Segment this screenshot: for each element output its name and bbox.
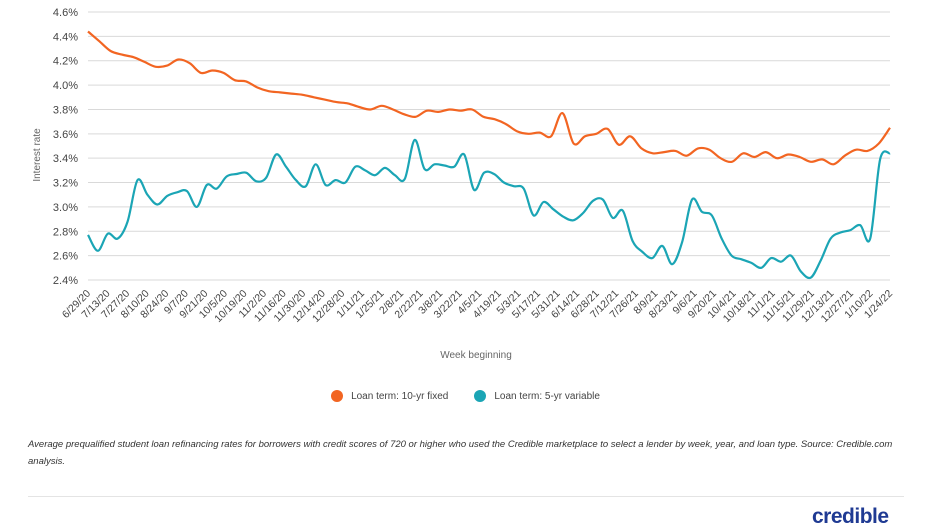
series-lines xyxy=(87,30,891,280)
y-tick-label: 4.4% xyxy=(53,31,78,43)
legend-label-variable: Loan term: 5-yr variable xyxy=(494,390,600,402)
grid-lines xyxy=(88,11,890,281)
legend-item-fixed: Loan term: 10-yr fixed xyxy=(331,390,448,402)
y-tick-label: 3.2% xyxy=(53,178,78,190)
chart-caption: Average prequalified student loan refina… xyxy=(28,439,893,467)
chart-legend: Loan term: 10-yr fixed Loan term: 5-yr v… xyxy=(0,390,931,402)
y-tick-label: 2.8% xyxy=(53,226,78,238)
credible-logo: credible xyxy=(812,505,889,528)
legend-dot-fixed-icon xyxy=(331,390,344,402)
y-tick-label: 3.8% xyxy=(53,104,78,116)
legend-label-fixed: Loan term: 10-yr fixed xyxy=(351,390,449,402)
y-axis-title: Interest rate xyxy=(32,128,43,182)
y-tick-label: 2.6% xyxy=(53,251,78,263)
legend-item-variable: Loan term: 5-yr variable xyxy=(474,390,600,402)
y-tick-label: 3.4% xyxy=(53,153,78,165)
y-tick-label: 2.4% xyxy=(53,275,78,287)
y-tick-label: 3.0% xyxy=(53,202,78,214)
y-tick-label: 4.6% xyxy=(53,7,78,19)
y-axis-ticks: 2.4% 2.6% 2.8% 3.0% 3.2% 3.4% 3.6% 3.8% 4.0% 4.2%… xyxy=(53,7,78,287)
series-line-10yr-fixed xyxy=(87,30,891,166)
series-line-5yr-variable xyxy=(87,138,891,280)
y-tick-label: 4.0% xyxy=(53,80,78,92)
legend-dot-variable-icon xyxy=(474,390,487,402)
x-axis-ticks: 6/29/207/13/207/27/208/10/208/24/209/7/2… xyxy=(60,288,895,326)
x-axis-title: Week beginning xyxy=(440,350,512,361)
y-tick-label: 4.2% xyxy=(53,56,78,68)
divider xyxy=(28,496,904,497)
y-tick-label: 3.6% xyxy=(53,129,78,141)
